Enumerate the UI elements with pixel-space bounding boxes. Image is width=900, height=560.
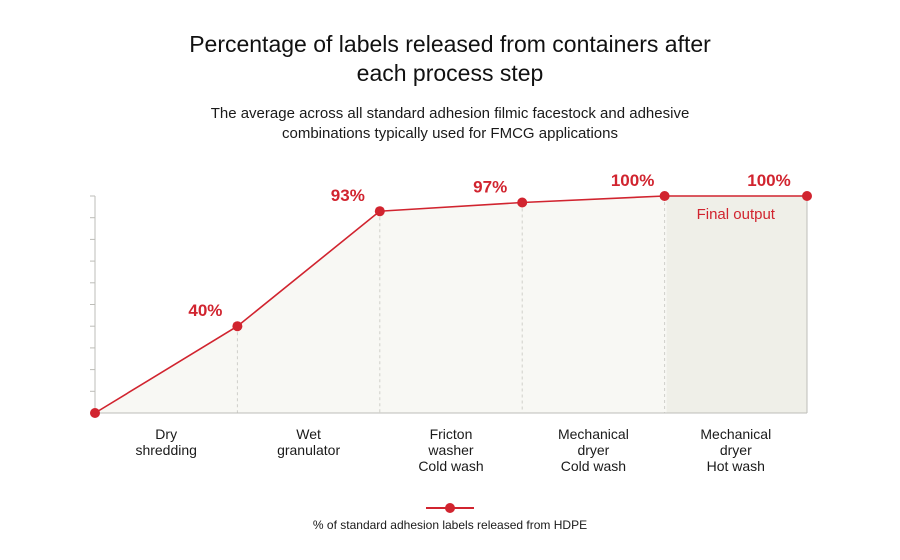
data-point bbox=[517, 197, 528, 208]
data-point bbox=[90, 408, 100, 418]
data-label: 97% bbox=[473, 178, 507, 197]
data-point bbox=[374, 206, 385, 217]
area-fill bbox=[95, 196, 807, 413]
data-label: 100% bbox=[611, 171, 654, 190]
data-point bbox=[802, 191, 812, 201]
category-label: Mechanical dryer Cold wash bbox=[558, 426, 629, 474]
category-label: Wet granulator bbox=[277, 426, 340, 458]
final-output-annotation: Final output bbox=[697, 206, 776, 223]
category-label: Dry shredding bbox=[135, 426, 197, 458]
legend-swatch bbox=[426, 503, 474, 513]
legend-label: % of standard adhesion labels released f… bbox=[312, 518, 588, 532]
series-line bbox=[94, 195, 807, 414]
line-chart: 40% 93% 97% 100% 100% Final output Dry shreddin… bbox=[90, 171, 812, 474]
data-label: 40% bbox=[188, 301, 222, 320]
legend: % of standard adhesion labels released f… bbox=[0, 496, 900, 556]
chart-subtitle: The average across all standard adhesion… bbox=[210, 105, 690, 142]
final-output-region bbox=[666, 196, 807, 413]
category-label: Mechanical dryer Hot wash bbox=[700, 426, 771, 474]
data-label: 93% bbox=[331, 186, 365, 205]
chart-title: Percentage of labels released from conta… bbox=[189, 31, 711, 86]
data-label: 100% bbox=[747, 171, 790, 190]
category-label: Fricton washer Cold wash bbox=[418, 426, 483, 474]
data-point bbox=[232, 321, 243, 332]
data-point bbox=[659, 191, 670, 201]
